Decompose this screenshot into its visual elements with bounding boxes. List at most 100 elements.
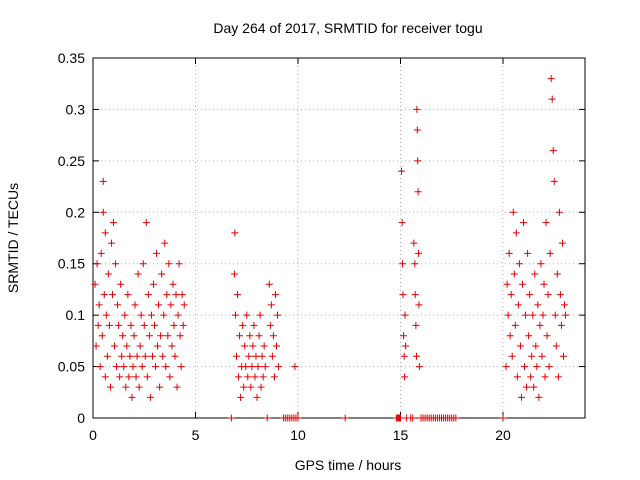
y-tick-label: 0.1 bbox=[66, 307, 86, 323]
x-tick-label: 20 bbox=[495, 427, 511, 443]
data-point bbox=[153, 249, 161, 257]
data-point bbox=[230, 270, 238, 278]
data-point bbox=[553, 270, 561, 278]
data-point bbox=[113, 363, 121, 371]
data-point bbox=[112, 260, 120, 268]
data-point bbox=[164, 332, 172, 340]
data-point bbox=[401, 311, 409, 319]
data-point bbox=[163, 291, 171, 299]
data-point bbox=[131, 301, 139, 309]
data-point bbox=[234, 291, 242, 299]
data-point bbox=[118, 352, 126, 360]
data-point bbox=[253, 393, 261, 401]
data-point bbox=[555, 208, 563, 216]
plot-frame bbox=[92, 57, 586, 419]
data-point bbox=[516, 342, 524, 350]
data-point bbox=[93, 260, 101, 268]
data-point bbox=[137, 311, 145, 319]
data-point bbox=[104, 270, 112, 278]
data-point bbox=[165, 260, 173, 268]
data-point bbox=[411, 291, 419, 299]
data-point bbox=[244, 373, 252, 381]
data-point bbox=[267, 301, 275, 309]
data-point bbox=[117, 280, 125, 288]
data-point bbox=[236, 332, 244, 340]
data-point bbox=[233, 352, 240, 360]
data-point bbox=[114, 301, 122, 309]
data-point bbox=[243, 311, 251, 319]
data-point bbox=[249, 342, 257, 350]
x-tick-label: 0 bbox=[89, 427, 97, 443]
data-point bbox=[413, 126, 421, 134]
data-point bbox=[160, 311, 168, 319]
data-point bbox=[124, 291, 132, 299]
data-point bbox=[521, 363, 529, 371]
data-point bbox=[518, 280, 526, 288]
data-point bbox=[98, 332, 106, 340]
data-point bbox=[166, 373, 174, 381]
x-tick-label: 15 bbox=[393, 427, 409, 443]
data-point bbox=[99, 177, 107, 185]
data-point bbox=[414, 188, 422, 196]
grid-lines bbox=[93, 58, 585, 418]
data-point bbox=[547, 75, 555, 83]
data-point bbox=[102, 311, 110, 319]
data-point bbox=[546, 249, 554, 257]
data-point bbox=[503, 280, 511, 288]
data-point bbox=[154, 342, 162, 350]
data-point bbox=[140, 321, 148, 329]
data-point bbox=[148, 352, 156, 360]
data-point bbox=[263, 414, 271, 422]
data-point bbox=[539, 311, 547, 319]
data-point bbox=[239, 321, 247, 329]
data-point bbox=[562, 311, 570, 319]
data-point bbox=[128, 393, 136, 401]
data-point bbox=[271, 291, 279, 299]
data-point bbox=[411, 260, 419, 268]
data-point bbox=[99, 208, 107, 216]
data-point bbox=[161, 239, 169, 247]
data-point bbox=[511, 321, 519, 329]
y-tick-label: 0.3 bbox=[66, 101, 86, 117]
data-point bbox=[235, 373, 243, 381]
data-point bbox=[517, 393, 525, 401]
data-point bbox=[400, 352, 408, 360]
data-point bbox=[107, 239, 115, 247]
data-point bbox=[123, 342, 131, 350]
data-point bbox=[525, 332, 533, 340]
data-point bbox=[100, 291, 108, 299]
data-point bbox=[246, 332, 254, 340]
data-point bbox=[106, 383, 114, 391]
data-point bbox=[177, 363, 185, 371]
data-point bbox=[255, 332, 263, 340]
data-point bbox=[268, 352, 276, 360]
data-point bbox=[179, 321, 187, 329]
x-tick-label: 10 bbox=[290, 427, 306, 443]
data-point bbox=[144, 291, 152, 299]
data-point bbox=[269, 332, 277, 340]
data-point bbox=[122, 383, 130, 391]
data-point bbox=[561, 301, 568, 309]
data-point bbox=[142, 219, 150, 227]
data-point bbox=[96, 363, 104, 371]
data-point bbox=[92, 342, 100, 350]
data-point bbox=[256, 311, 264, 319]
axis-ticks: 0 0.05 0.1 0.15 0.2 0.25 0.3 0.35 0 5 10 15 20 bbox=[58, 50, 585, 443]
data-point bbox=[141, 352, 149, 360]
data-point bbox=[139, 260, 147, 268]
data-point bbox=[527, 373, 535, 381]
data-point bbox=[409, 414, 417, 422]
data-point bbox=[543, 332, 551, 340]
data-point bbox=[97, 249, 105, 257]
data-point bbox=[145, 332, 153, 340]
data-point bbox=[94, 321, 102, 329]
data-point bbox=[175, 260, 183, 268]
data-point bbox=[121, 311, 129, 319]
data-point bbox=[266, 321, 274, 329]
data-point bbox=[155, 301, 163, 309]
y-tick-label: 0.05 bbox=[58, 359, 85, 375]
data-point bbox=[257, 383, 265, 391]
data-point bbox=[126, 352, 134, 360]
data-point bbox=[157, 332, 165, 340]
data-point bbox=[520, 219, 527, 227]
